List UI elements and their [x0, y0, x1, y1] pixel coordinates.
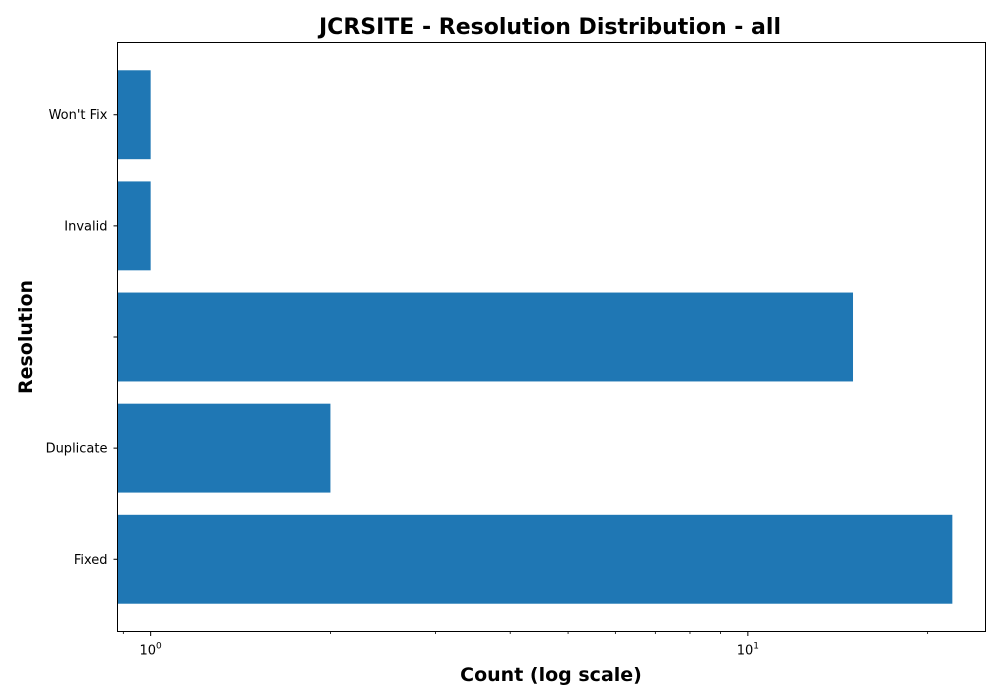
y-tick-label: Won't Fix [49, 108, 108, 123]
y-tick-label: Invalid [64, 219, 107, 234]
x-tick-label: 101 [737, 642, 759, 659]
bar [117, 292, 854, 382]
bar [117, 70, 151, 160]
chart-title: JCRSITE - Resolution Distribution - all [317, 15, 781, 40]
y-axis-label: Resolution [15, 280, 37, 394]
x-axis-label: Count (log scale) [460, 664, 642, 686]
bar [117, 403, 331, 493]
y-tick-label: Fixed [74, 553, 108, 568]
bar [117, 514, 953, 604]
y-tick-label: Duplicate [46, 442, 108, 457]
bar [117, 181, 151, 271]
plot-frame [117, 42, 986, 632]
x-axis-ticks: 100 101 [122, 631, 929, 659]
x-tick-label: 100 [140, 642, 163, 659]
bars-group [117, 70, 953, 604]
y-axis-ticks: Fixed Duplicate Invalid Won't Fix [46, 108, 118, 568]
